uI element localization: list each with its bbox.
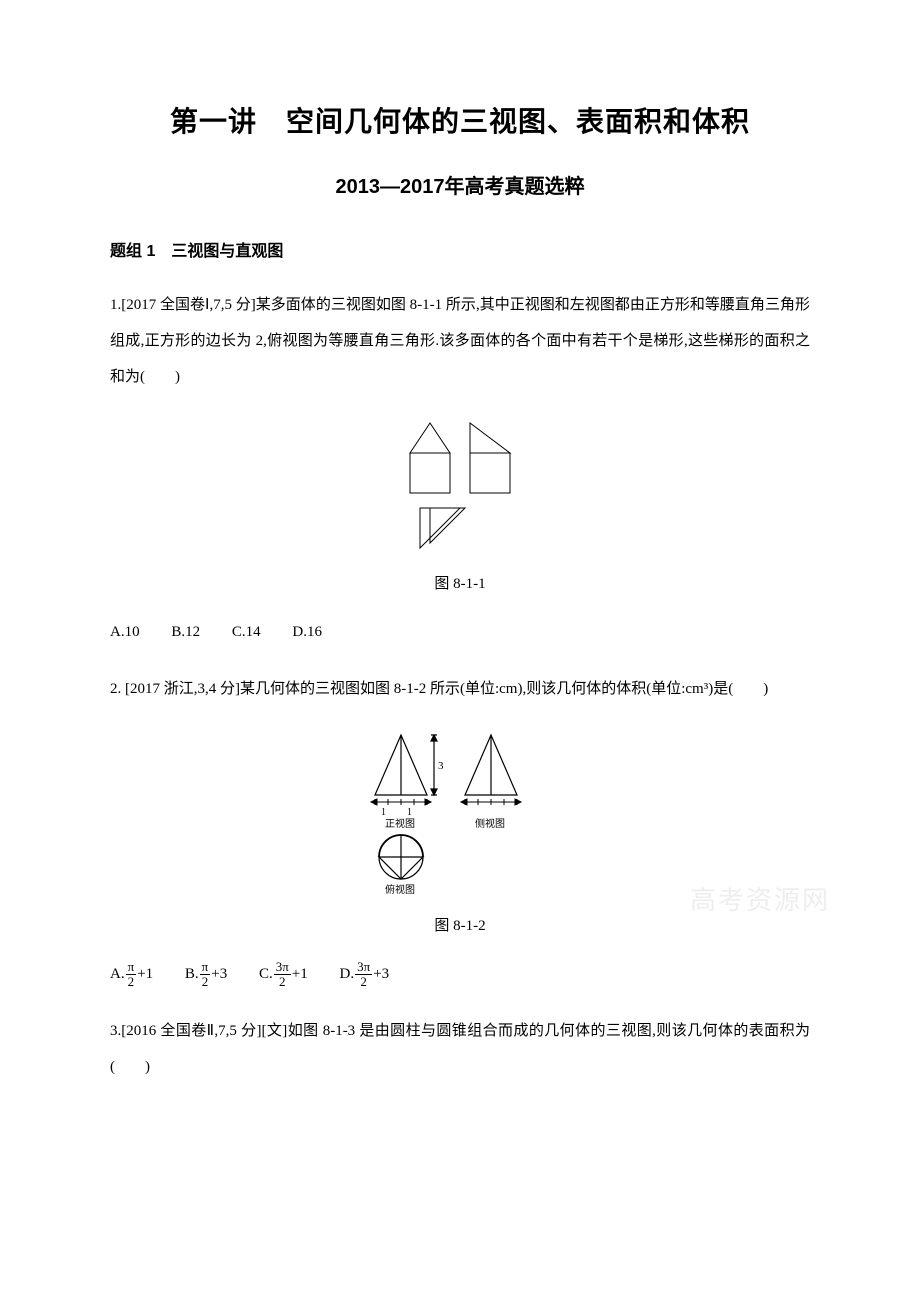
top-view-label: 俯视图 bbox=[385, 883, 415, 895]
svg-text:1: 1 bbox=[407, 807, 412, 818]
q2-option-c: C.3π2+1 bbox=[259, 959, 308, 989]
question-2-text: 2. [2017 浙江,3,4 分]某几何体的三视图如图 8-1-2 所示(单位… bbox=[110, 671, 810, 707]
dim-3-label: 3 bbox=[438, 760, 444, 772]
section-heading-1: 题组 1 三视图与直观图 bbox=[110, 237, 810, 261]
question-3-text: 3.[2016 全国卷Ⅱ,7,5 分][文]如图 8-1-3 是由圆柱与圆锥组合… bbox=[110, 1013, 810, 1085]
question-1-text: 1.[2017 全国卷Ⅰ,7,5 分]某多面体的三视图如图 8-1-1 所示,其… bbox=[110, 287, 810, 395]
three-view-icon bbox=[375, 413, 545, 553]
figure-8-1-2-caption: 图 8-1-2 bbox=[110, 914, 810, 935]
figure-8-1-1 bbox=[110, 413, 810, 558]
side-view-label: 侧视图 bbox=[475, 817, 505, 830]
q1-option-c: C.14 bbox=[232, 617, 261, 647]
svg-text:1: 1 bbox=[381, 807, 386, 818]
q2-option-d: D.3π2+3 bbox=[340, 959, 390, 989]
q1-option-d: D.16 bbox=[292, 617, 322, 647]
front-view-label: 正视图 bbox=[385, 817, 415, 830]
page-subtitle: 2013—2017年高考真题选粹 bbox=[110, 170, 810, 199]
q1-option-b: B.12 bbox=[171, 617, 200, 647]
figure-8-1-2: 3 1 1 正视图 bbox=[110, 725, 810, 900]
question-2-options: A.π2+1 B.π2+3 C.3π2+1 D.3π2+3 bbox=[110, 959, 810, 989]
figure-8-1-1-caption: 图 8-1-1 bbox=[110, 572, 810, 593]
three-view-cone-icon: 3 1 1 正视图 bbox=[355, 725, 565, 895]
question-1-options: A.10 B.12 C.14 D.16 bbox=[110, 617, 810, 647]
q2-option-a: A.π2+1 bbox=[110, 959, 153, 989]
page-title: 第一讲 空间几何体的三视图、表面积和体积 bbox=[110, 100, 810, 140]
q2-option-b: B.π2+3 bbox=[185, 959, 227, 989]
q1-option-a: A.10 bbox=[110, 617, 140, 647]
